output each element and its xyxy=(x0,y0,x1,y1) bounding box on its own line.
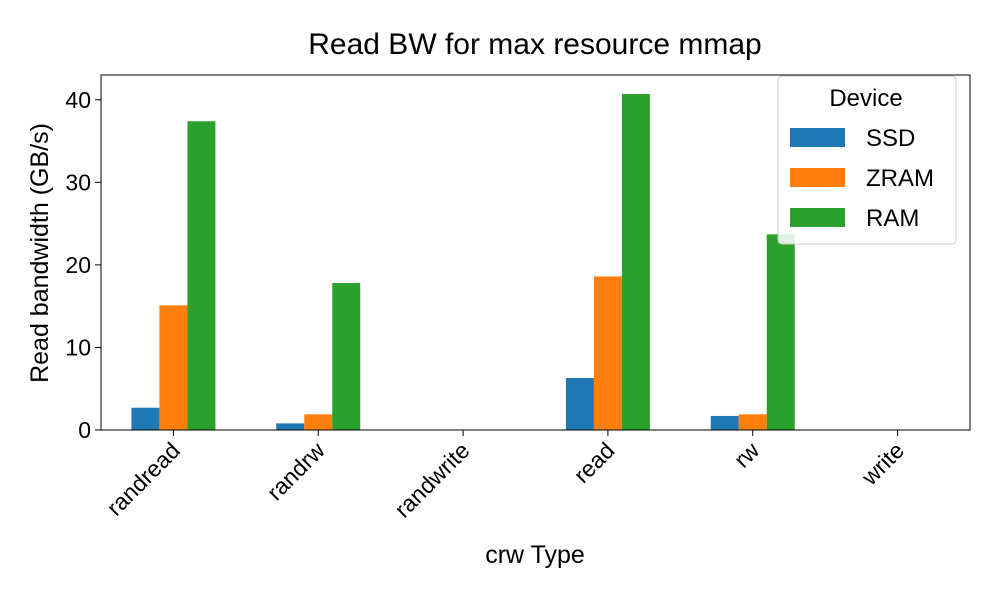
x-tick-label-write: write xyxy=(856,437,909,490)
legend: Device SSD ZRAM RAM xyxy=(777,75,957,245)
legend-swatch-ssd xyxy=(790,128,845,147)
bars-layer xyxy=(131,93,795,431)
y-tick-label: 40 xyxy=(65,87,91,113)
y-axis-label: Read bandwidth (GB/s) xyxy=(26,123,54,383)
legend-label-ram: RAM xyxy=(866,205,919,232)
x-tick-label-rw: rw xyxy=(729,437,765,473)
x-tick-label-randread: randread xyxy=(101,437,184,520)
bar-ram-read xyxy=(621,93,650,430)
bar-ssd-randread xyxy=(131,407,160,430)
bar-ssd-rw xyxy=(710,415,739,430)
x-tick-label-randrw: randrw xyxy=(262,437,330,505)
bar-ram-randread xyxy=(187,121,216,431)
y-tick-label: 0 xyxy=(78,417,91,443)
bar-ssd-randrw xyxy=(276,423,305,430)
x-tick-label-read: read xyxy=(569,437,620,488)
x-tick-label-randwrite: randwrite xyxy=(389,437,474,522)
legend-label-ssd: SSD xyxy=(866,125,915,152)
chart-title: Read BW for max resource mmap xyxy=(308,28,761,61)
legend-swatch-zram xyxy=(790,168,845,187)
x-axis: randread randrw randwrite read rw write xyxy=(101,430,909,522)
legend-items: SSD ZRAM RAM xyxy=(790,125,934,232)
legend-swatch-ram xyxy=(790,208,845,227)
bar-ram-randrw xyxy=(332,283,361,430)
bar-ssd-read xyxy=(565,377,594,430)
bar-zram-randread xyxy=(159,305,188,430)
bar-zram-rw xyxy=(738,414,767,430)
y-tick-label: 20 xyxy=(65,252,91,278)
legend-label-zram: ZRAM xyxy=(866,165,934,192)
legend-box xyxy=(777,75,957,245)
bar-zram-randrw xyxy=(304,414,333,430)
legend-title: Device xyxy=(829,85,902,112)
plot-frame xyxy=(100,74,971,431)
y-axis: 0 10 20 30 40 xyxy=(65,87,101,443)
y-tick-label: 30 xyxy=(65,169,91,195)
bar-zram-read xyxy=(593,276,622,430)
bar-ram-rw xyxy=(766,234,795,430)
x-axis-label: crw Type xyxy=(485,541,585,569)
y-tick-label: 10 xyxy=(65,334,91,360)
